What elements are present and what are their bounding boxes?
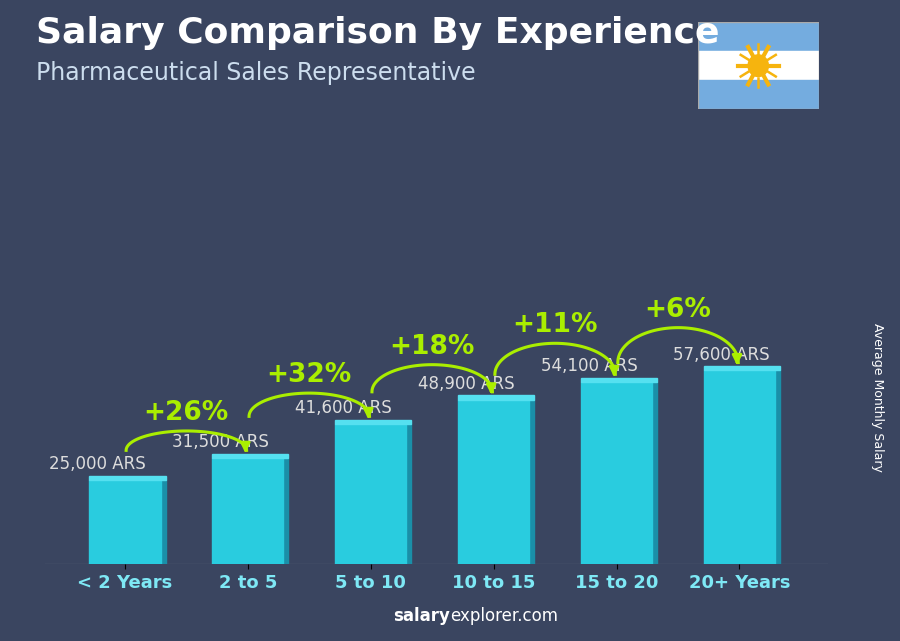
Bar [335, 420, 411, 424]
Text: +26%: +26% [144, 400, 229, 426]
Text: salary: salary [393, 607, 450, 625]
Text: +6%: +6% [644, 297, 712, 323]
Text: 41,600 ARS: 41,600 ARS [295, 399, 392, 417]
Bar [698, 80, 819, 109]
Text: 57,600 ARS: 57,600 ARS [672, 345, 770, 363]
Bar [698, 22, 819, 51]
Text: 54,100 ARS: 54,100 ARS [541, 357, 638, 375]
Bar [704, 366, 780, 370]
Text: +11%: +11% [512, 312, 598, 338]
Bar [160, 480, 166, 564]
Text: +18%: +18% [390, 334, 475, 360]
Bar [775, 370, 780, 564]
Bar [652, 382, 657, 564]
Bar [284, 458, 289, 564]
Bar [212, 454, 289, 458]
Text: explorer.com: explorer.com [450, 607, 558, 625]
Bar [407, 424, 411, 564]
Bar [698, 51, 819, 80]
Text: Pharmaceutical Sales Representative: Pharmaceutical Sales Representative [36, 61, 475, 85]
Bar [458, 395, 535, 399]
Bar [704, 370, 775, 564]
Bar [89, 480, 160, 564]
Bar [212, 458, 284, 564]
Text: +32%: +32% [266, 362, 352, 388]
Bar [580, 382, 652, 564]
Bar [335, 424, 407, 564]
Text: 25,000 ARS: 25,000 ARS [50, 455, 146, 473]
Bar [458, 399, 529, 564]
Text: 31,500 ARS: 31,500 ARS [172, 433, 269, 451]
Bar [529, 399, 535, 564]
Bar [580, 378, 657, 382]
Bar [89, 476, 166, 480]
Text: 48,900 ARS: 48,900 ARS [418, 375, 515, 393]
Text: Average Monthly Salary: Average Monthly Salary [871, 323, 884, 472]
Circle shape [748, 55, 769, 76]
Text: Salary Comparison By Experience: Salary Comparison By Experience [36, 16, 719, 50]
